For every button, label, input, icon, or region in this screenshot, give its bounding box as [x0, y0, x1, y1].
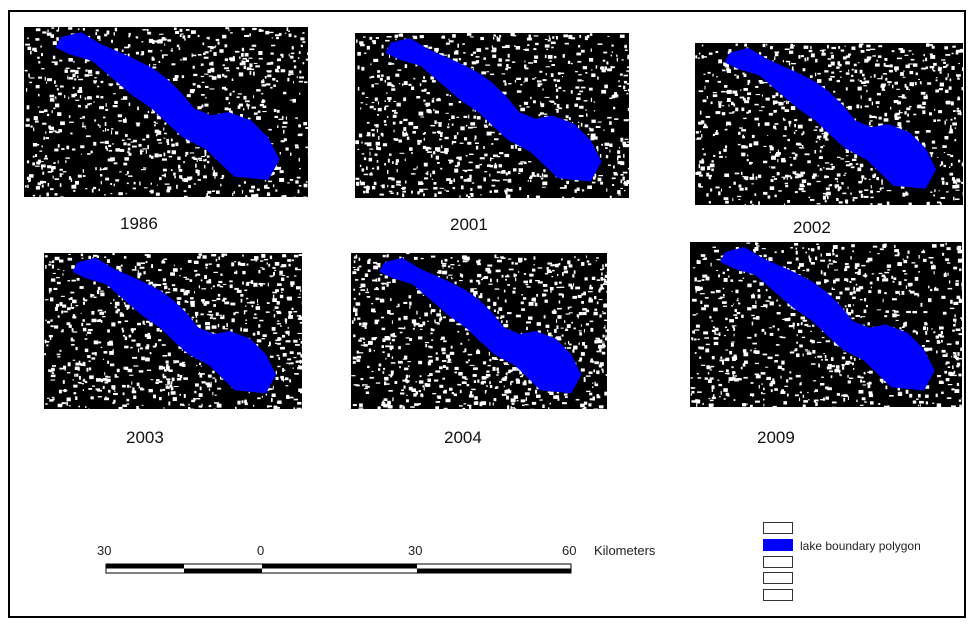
map-panel-2001: [355, 33, 629, 198]
satellite-tile-1986: [24, 27, 308, 197]
legend-lake-label: lake boundary polygon: [800, 539, 921, 553]
satellite-tile-2009: [690, 242, 962, 407]
satellite-tile-2003: [44, 253, 302, 409]
legend-lake-swatch: [763, 539, 793, 551]
satellite-tile-2002: [695, 43, 963, 205]
map-panel-2009: [690, 242, 962, 407]
lake-boundary-polygon: [72, 257, 277, 394]
year-label-2004: 2004: [444, 428, 482, 447]
legend-empty-box: [763, 572, 793, 584]
legend-empty-box: [763, 522, 793, 534]
year-label-2002: 2002: [793, 218, 831, 237]
year-label-2001: 2001: [450, 215, 488, 234]
lake-boundary-polygon: [379, 257, 582, 394]
lake-boundary-polygon: [719, 247, 935, 391]
satellite-tile-2004: [351, 253, 607, 409]
scale-tick-label: 30: [408, 543, 423, 558]
lake-boundary-polygon: [724, 47, 937, 189]
year-label-1986: 1986: [120, 214, 158, 233]
map-panel-2003: [44, 253, 302, 409]
year-label-2003: 2003: [126, 428, 164, 447]
map-panel-2004: [351, 253, 607, 409]
lake-boundary-polygon: [385, 38, 602, 182]
scale-tick-label: 0: [257, 543, 265, 558]
year-label-2009: 2009: [757, 428, 795, 447]
legend-empty-box: [763, 556, 793, 568]
satellite-tile-2001: [355, 33, 629, 198]
scale-units-label: Kilometers: [594, 543, 656, 558]
scale-tick-label: 60: [562, 543, 577, 558]
scale-tick-label: 30: [97, 543, 112, 558]
lake-boundary-polygon: [55, 32, 280, 180]
map-panel-1986: [24, 27, 308, 197]
legend-empty-box: [763, 589, 793, 601]
map-panel-2002: [695, 43, 963, 205]
